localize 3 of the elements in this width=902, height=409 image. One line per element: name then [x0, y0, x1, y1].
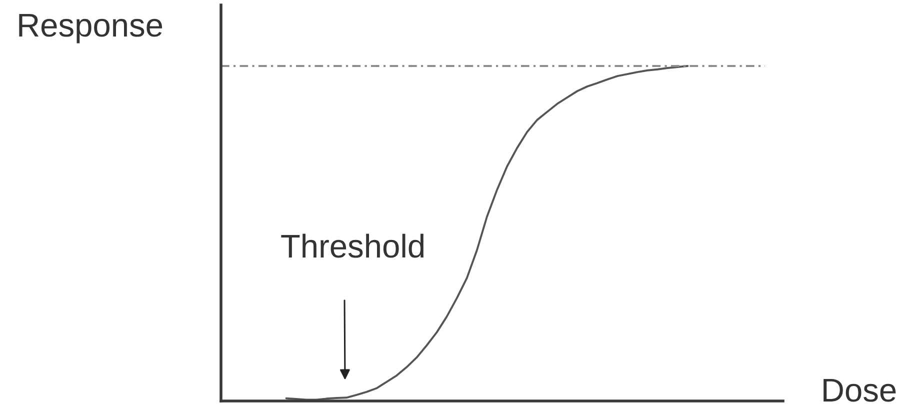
x-axis-title: Dose	[824, 378, 896, 402]
y-axis-title: Response	[19, 14, 162, 44]
annotation: Threshold	[281, 234, 424, 258]
